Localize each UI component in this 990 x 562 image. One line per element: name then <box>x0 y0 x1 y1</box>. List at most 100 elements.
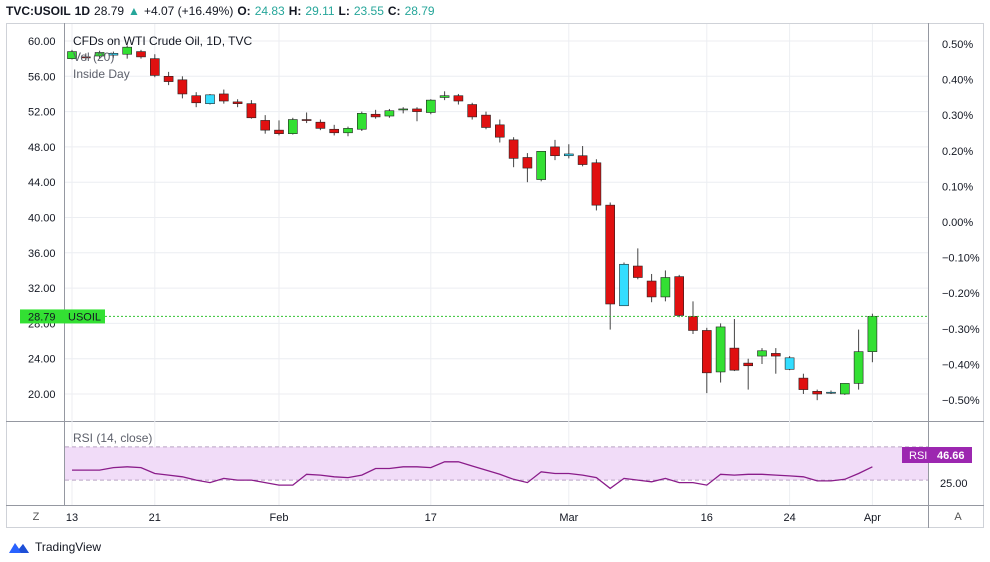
candle[interactable] <box>356 111 367 132</box>
candle[interactable] <box>481 111 491 130</box>
chart-title[interactable]: CFDs on WTI Crude Oil, 1D, TVC <box>73 34 252 48</box>
candle[interactable] <box>619 262 629 307</box>
candle[interactable] <box>329 124 340 136</box>
auto-scale-button[interactable]: A <box>954 511 962 523</box>
interval[interactable]: 1D <box>74 4 91 18</box>
candle[interactable] <box>67 49 77 60</box>
rsi-value-box <box>930 447 972 463</box>
candle[interactable] <box>591 159 602 211</box>
candle[interactable] <box>770 348 781 374</box>
percent-tick-label: 0.50% <box>942 39 973 51</box>
candle[interactable] <box>522 153 533 183</box>
candle-body <box>550 146 560 157</box>
candle-body <box>67 51 77 59</box>
candle[interactable] <box>715 323 726 383</box>
candle[interactable] <box>536 151 547 182</box>
pattern-legend[interactable]: Inside Day <box>73 67 130 81</box>
candle-body <box>274 129 284 134</box>
candle[interactable] <box>757 348 767 364</box>
candle[interactable] <box>867 313 878 363</box>
tradingview-logo-icon <box>9 543 29 553</box>
candle[interactable] <box>798 373 809 394</box>
candle[interactable] <box>577 146 588 167</box>
candle[interactable] <box>384 108 395 118</box>
candle-body <box>163 76 174 82</box>
candle-body <box>177 79 188 95</box>
candle[interactable] <box>246 100 257 119</box>
candle[interactable] <box>467 102 478 120</box>
candle[interactable] <box>136 49 146 59</box>
candle[interactable] <box>425 99 436 115</box>
candle[interactable] <box>605 202 616 330</box>
zoom-toggle-button[interactable]: Z <box>32 511 40 523</box>
candle[interactable] <box>439 91 450 101</box>
price-axis-left[interactable]: 60.00 56.00 52.00 48.00 44.00 40.00 36.00 32.00… <box>28 36 56 401</box>
candle[interactable] <box>398 107 409 114</box>
price-tick-label: 40.00 <box>28 213 56 225</box>
symbol-name[interactable]: TVC:USOIL <box>6 4 71 18</box>
candle[interactable] <box>729 318 740 372</box>
rsi-band <box>65 446 928 481</box>
candle[interactable] <box>743 358 754 390</box>
candle[interactable] <box>315 119 326 131</box>
time-tick-label: 24 <box>783 512 795 524</box>
candle[interactable] <box>301 112 312 124</box>
candle[interactable] <box>370 109 381 119</box>
percent-axis-right[interactable]: 0.50% 0.40% 0.30% 0.20% 0.10% 0.00% −0.10% −0.2… <box>942 39 980 407</box>
volume-legend[interactable]: Vol (20) <box>73 50 114 64</box>
candle[interactable] <box>453 93 464 105</box>
candle[interactable] <box>150 54 160 78</box>
candle[interactable] <box>660 270 671 302</box>
rsi-tag-name: RSI <box>909 450 927 462</box>
time-tick-label: 16 <box>701 512 713 524</box>
current-price-tag: 28.79 USOIL <box>20 309 105 324</box>
candle[interactable] <box>494 119 505 143</box>
branding[interactable]: TradingView <box>8 540 101 554</box>
candle[interactable] <box>191 92 201 108</box>
candle-body <box>674 276 685 316</box>
candle-body <box>81 56 91 59</box>
candle[interactable] <box>274 120 284 136</box>
candle-body <box>867 316 878 352</box>
price-tick-label: 56.00 <box>28 71 56 83</box>
candle[interactable] <box>219 89 229 104</box>
rsi-pane[interactable] <box>65 446 928 481</box>
candle[interactable] <box>853 329 864 390</box>
candle[interactable] <box>674 274 685 318</box>
candle[interactable] <box>784 356 795 371</box>
percent-tick-label: −0.30% <box>942 324 980 336</box>
candle[interactable] <box>81 53 91 61</box>
candle[interactable] <box>550 139 560 161</box>
candle-body <box>232 101 243 104</box>
candle[interactable] <box>688 301 698 334</box>
candle[interactable] <box>412 107 422 122</box>
candle[interactable] <box>260 115 271 134</box>
candle[interactable] <box>343 126 353 137</box>
rsi-legend[interactable]: RSI (14, close) <box>73 431 152 445</box>
candle[interactable] <box>826 390 836 394</box>
candle[interactable] <box>839 383 850 395</box>
candle-body <box>343 128 353 134</box>
candle-body <box>191 95 201 104</box>
candle[interactable] <box>205 93 215 105</box>
candle[interactable] <box>287 117 298 135</box>
candle[interactable] <box>177 76 188 99</box>
candle[interactable] <box>563 144 574 159</box>
candle[interactable] <box>701 327 712 394</box>
candle[interactable] <box>94 50 105 59</box>
candlestick-series[interactable] <box>67 45 878 401</box>
candle[interactable] <box>632 248 643 280</box>
candle-body <box>522 157 533 169</box>
price-tick-label: 48.00 <box>28 142 56 154</box>
time-axis[interactable]: 13 21 Feb 17 Mar 16 24 Apr <box>66 512 881 524</box>
candle[interactable] <box>646 273 657 303</box>
candle[interactable] <box>812 389 823 401</box>
candle[interactable] <box>108 51 119 58</box>
candle[interactable] <box>232 99 243 108</box>
price-change: +4.07 (+16.49%) <box>143 4 234 18</box>
candle[interactable] <box>163 71 174 86</box>
candle-body <box>632 265 643 278</box>
candle[interactable] <box>508 137 519 168</box>
candle[interactable] <box>122 45 132 59</box>
